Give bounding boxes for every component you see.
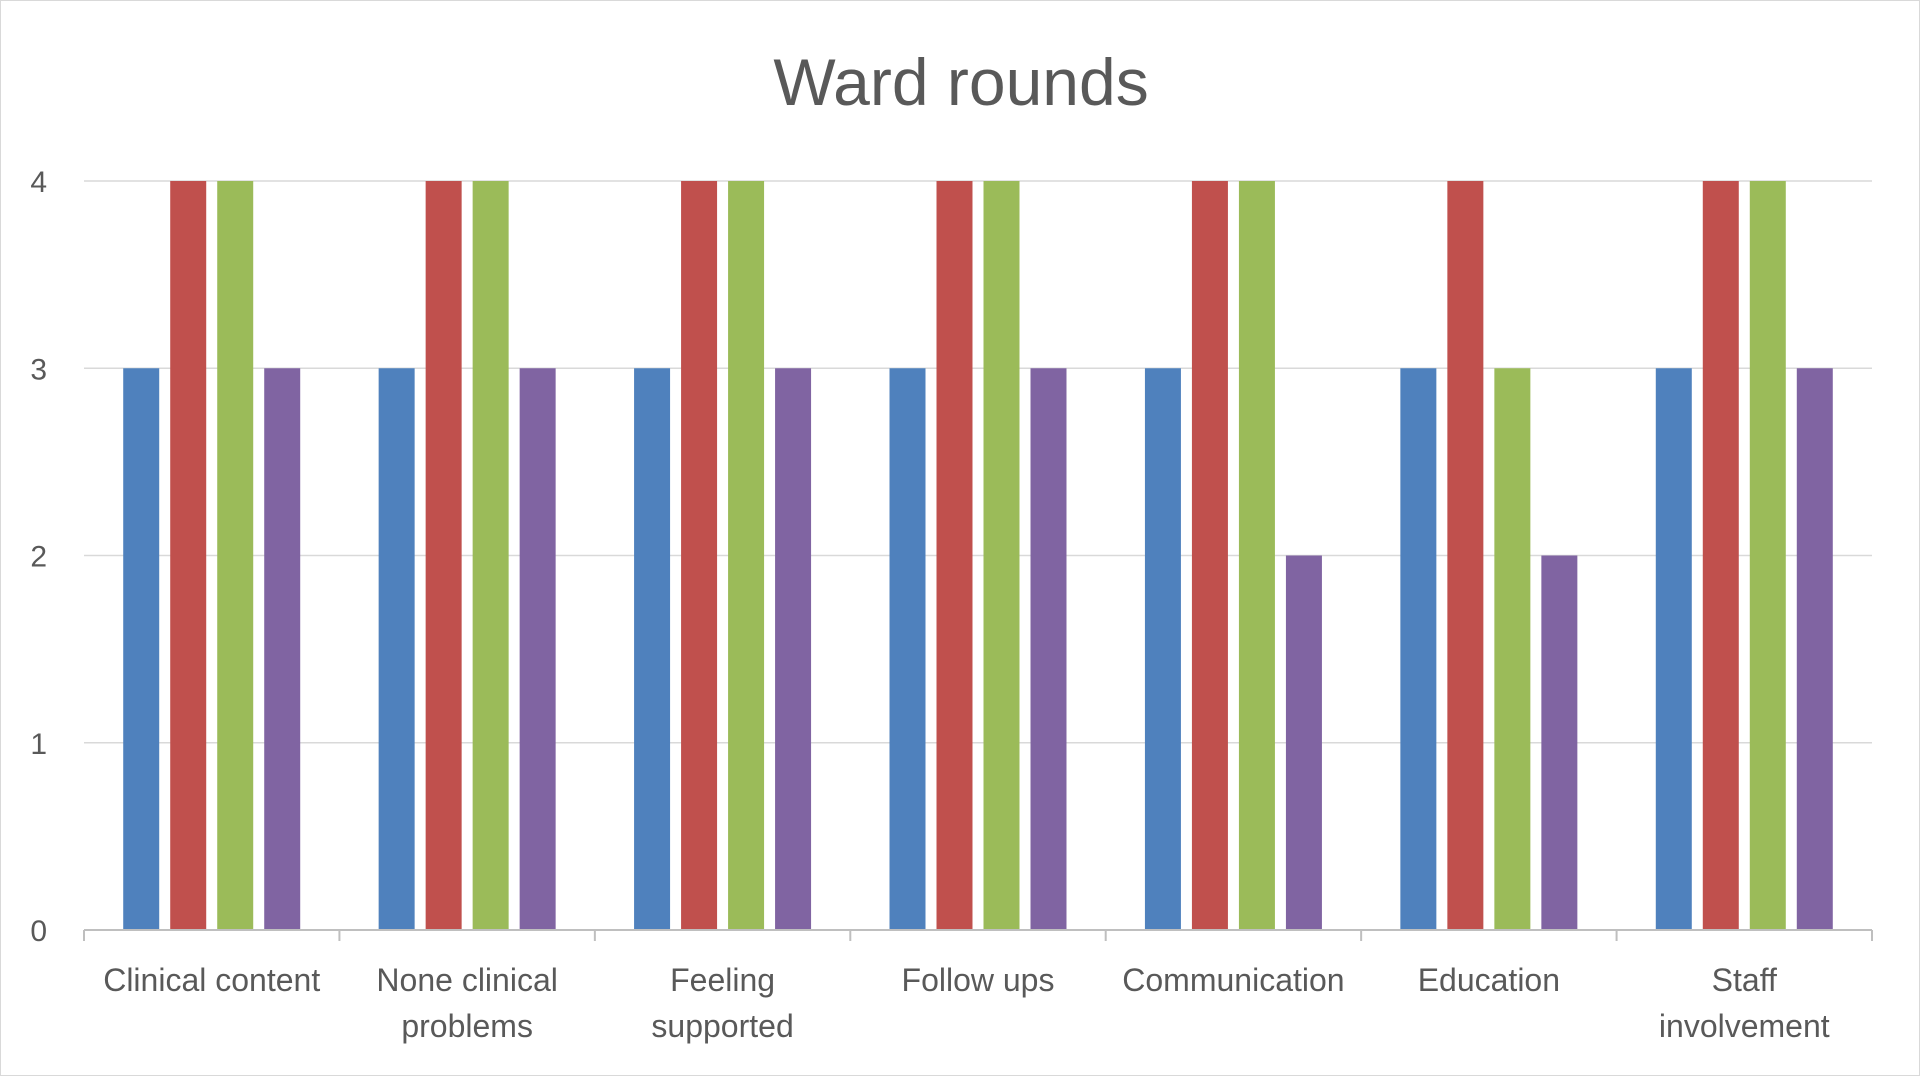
bar — [123, 368, 160, 930]
bar — [936, 181, 973, 930]
bar — [1796, 368, 1833, 930]
bar — [1030, 368, 1067, 930]
bar — [378, 368, 415, 930]
bar — [728, 181, 765, 930]
x-category-label: None clinical — [376, 962, 557, 998]
y-tick-label: 4 — [30, 166, 47, 199]
bar — [983, 181, 1020, 930]
bar — [1238, 181, 1275, 930]
bar — [264, 368, 301, 930]
x-axis — [83, 929, 1873, 941]
bar — [681, 181, 718, 930]
gridlines — [84, 180, 1872, 744]
x-category-label: Education — [1418, 962, 1560, 998]
bar — [1655, 368, 1692, 930]
y-tick-label: 2 — [30, 541, 47, 574]
y-tick-label: 3 — [30, 353, 47, 386]
bar — [519, 368, 556, 930]
x-category-label: involvement — [1659, 1008, 1830, 1044]
x-category-label: problems — [401, 1008, 533, 1044]
x-category-label: Communication — [1122, 962, 1344, 998]
chart-title: Ward rounds — [773, 45, 1148, 119]
bar — [1400, 368, 1437, 930]
x-category-label: Feeling — [670, 962, 775, 998]
y-tick-label: 1 — [30, 728, 47, 761]
bar — [1702, 181, 1739, 930]
bar — [1144, 368, 1181, 930]
x-category-label: Follow ups — [902, 962, 1055, 998]
bar — [1541, 555, 1578, 930]
bar — [425, 181, 462, 930]
bar — [889, 368, 926, 930]
bars — [123, 181, 1833, 930]
bar — [1749, 181, 1786, 930]
bar — [217, 181, 254, 930]
x-category-label: Staff — [1712, 962, 1777, 998]
bar — [1191, 181, 1228, 930]
axis-labels: 0 1 2 3 4 Clinical content None clinical proble… — [30, 166, 1829, 1044]
bar — [1285, 555, 1322, 930]
y-tick-label: 0 — [30, 915, 47, 948]
bar — [1494, 368, 1531, 930]
bar — [170, 181, 207, 930]
x-category-label: supported — [651, 1008, 793, 1044]
bar — [634, 368, 671, 930]
x-category-label: Clinical content — [103, 962, 320, 998]
bar — [472, 181, 509, 930]
bar — [1447, 181, 1484, 930]
bar — [775, 368, 812, 930]
